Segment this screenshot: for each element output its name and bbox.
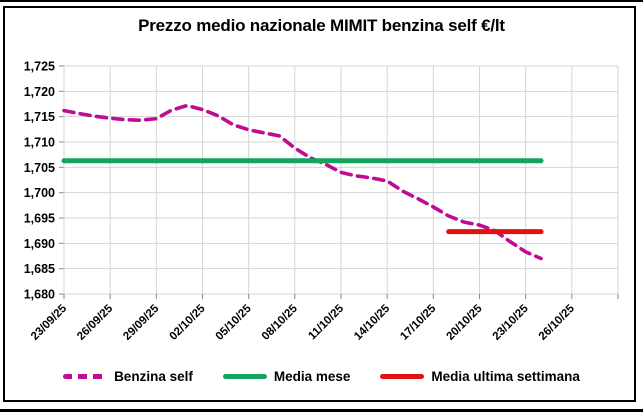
legend-item-benzina-self: Benzina self (63, 369, 193, 384)
media-ultima-settimana-line-swatch (380, 374, 425, 379)
svg-text:20/10/25: 20/10/25 (444, 302, 485, 343)
svg-text:1,715: 1,715 (24, 110, 55, 124)
chart-border-frame (3, 6, 636, 402)
svg-text:17/10/25: 17/10/25 (398, 302, 439, 343)
svg-text:11/10/25: 11/10/25 (306, 302, 346, 342)
svg-text:1,695: 1,695 (24, 212, 55, 226)
svg-text:05/10/25: 05/10/25 (214, 302, 255, 343)
svg-text:02/10/25: 02/10/25 (167, 302, 208, 343)
legend-label: Media ultima settimana (431, 369, 580, 384)
svg-text:1,720: 1,720 (24, 85, 55, 99)
svg-text:14/10/25: 14/10/25 (352, 302, 393, 343)
svg-text:1,690: 1,690 (24, 237, 55, 251)
media-mese-line-swatch (222, 374, 267, 379)
svg-text:1,700: 1,700 (24, 186, 55, 200)
svg-text:29/09/25: 29/09/25 (121, 302, 162, 343)
svg-text:1,705: 1,705 (24, 161, 55, 175)
top-edge-strip (0, 0, 643, 2)
legend-item-media-mese: Media mese (222, 369, 351, 384)
legend-label: Media mese (273, 369, 351, 384)
bottom-edge-strip (0, 409, 643, 412)
chart-legend: Benzina self Media mese Media ultima set… (0, 369, 643, 384)
chart-title: Prezzo medio nazionale MIMIT benzina sel… (138, 16, 505, 35)
svg-text:08/10/25: 08/10/25 (260, 302, 301, 343)
legend-label: Benzina self (114, 369, 193, 384)
svg-text:26/09/25: 26/09/25 (75, 302, 116, 343)
svg-text:23/10/25: 23/10/25 (491, 302, 532, 343)
legend-item-media-ultima-settimana: Media ultima settimana (380, 369, 580, 384)
svg-text:23/09/25: 23/09/25 (29, 302, 70, 343)
svg-text:1,710: 1,710 (24, 136, 55, 150)
svg-text:1,725: 1,725 (24, 60, 55, 74)
benzina-self-dashed-line-swatch (63, 374, 108, 379)
svg-text:1,685: 1,685 (24, 262, 55, 276)
svg-text:26/10/25: 26/10/25 (537, 302, 578, 343)
svg-text:1,680: 1,680 (24, 288, 55, 302)
